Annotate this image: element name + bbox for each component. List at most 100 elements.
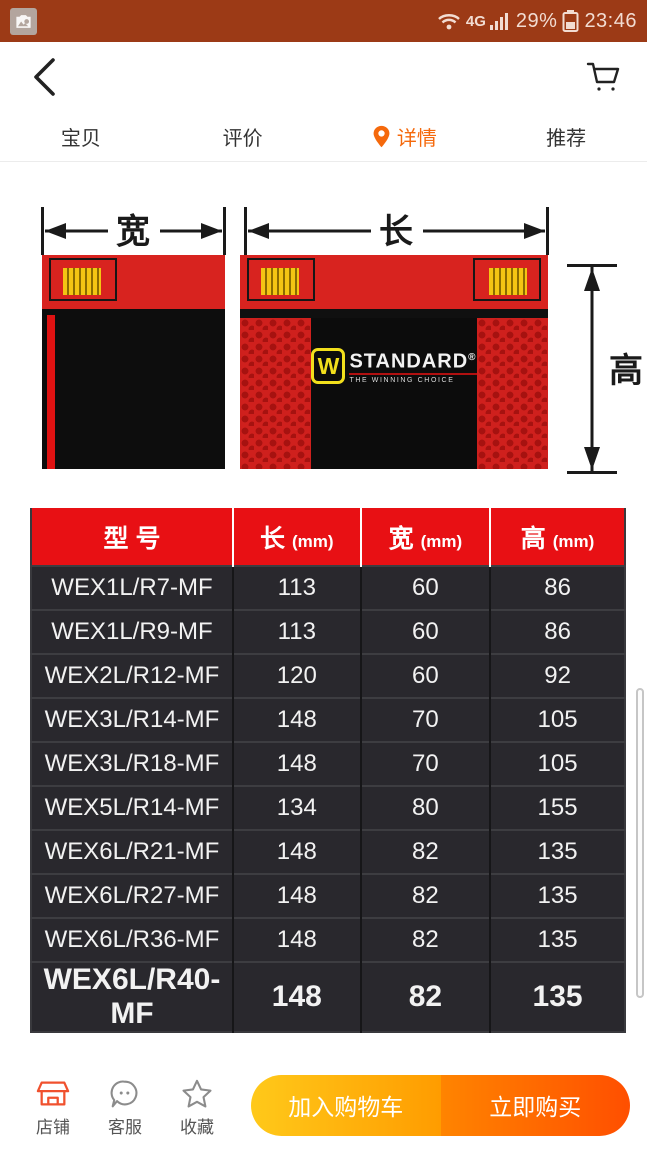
- add-to-cart-button[interactable]: 加入购物车: [251, 1074, 441, 1136]
- table-row: WEX2L/R12-MF 120 60 92: [31, 653, 625, 698]
- cell-height: 92: [490, 653, 625, 698]
- cell-length: 148: [232, 829, 362, 874]
- height-dimension-line: 高: [567, 264, 645, 474]
- back-button[interactable]: [22, 55, 66, 99]
- cart-icon: [586, 62, 620, 91]
- col-label: 型 号: [103, 524, 161, 553]
- table-row: WEX6L/R36-MF 148 82 135: [31, 917, 625, 962]
- cell-model: WEX3L/R14-MF: [31, 697, 234, 742]
- tab-details[interactable]: 详情: [324, 112, 486, 161]
- battery-top-red: [42, 255, 225, 309]
- cell-model: WEX2L/R12-MF: [31, 653, 234, 698]
- bottom-action-bar: 店铺 客服 收藏 加入购物车 立即购买: [0, 1060, 647, 1150]
- wifi-icon: [438, 14, 460, 30]
- cell-model: WEX1L/R7-MF: [31, 565, 234, 610]
- buy-now-button[interactable]: 立即购买: [440, 1074, 630, 1136]
- tab-bar: 宝贝 评价 详情 推荐: [0, 112, 647, 162]
- battery-terminal: [473, 258, 541, 301]
- table-row: WEX6L/R21-MF 148 82 135: [31, 829, 625, 874]
- tab-reviews[interactable]: 评价: [162, 112, 324, 161]
- battery-top-red: [240, 255, 548, 309]
- shop-label: 店铺: [36, 1117, 70, 1137]
- registered-mark: ®: [468, 352, 477, 363]
- col-model: 型 号: [31, 508, 234, 566]
- chat-bubble-icon: [110, 1080, 138, 1107]
- battery-front-view: W STANDARD® THE WINNING CHOICE: [240, 255, 548, 469]
- length-dimension-line: 长: [244, 207, 549, 255]
- cell-width: 70: [360, 741, 492, 786]
- table-row: WEX3L/R18-MF 148 70 105: [31, 741, 625, 786]
- battery-terminal: [247, 258, 315, 301]
- cell-width: 82: [360, 829, 492, 874]
- storefront-icon: [36, 1081, 70, 1106]
- customer-service-button[interactable]: 客服: [89, 1073, 161, 1138]
- brand-tagline: THE WINNING CHOICE: [349, 376, 455, 384]
- cell-width: 60: [360, 609, 492, 654]
- length-label: 长: [379, 213, 413, 251]
- spec-table: 型 号 长 (mm) 宽 (mm) 高 (mm) WEX1L/R7-MF 113 6…: [30, 508, 626, 1033]
- cell-model: WEX3L/R18-MF: [31, 741, 234, 786]
- cell-width: 70: [360, 697, 492, 742]
- cell-height: 86: [490, 565, 625, 610]
- cell-height: 105: [490, 741, 625, 786]
- signal-bars-icon: [489, 13, 508, 30]
- table-row: WEX6L/R27-MF 148 82 135: [31, 873, 625, 918]
- shop-button[interactable]: 店铺: [17, 1073, 89, 1138]
- tab-item[interactable]: 宝贝: [0, 112, 162, 161]
- cell-model: WEX5L/R14-MF: [31, 785, 234, 830]
- star-icon: [182, 1079, 212, 1108]
- cell-width: 82: [360, 917, 492, 962]
- battery-body: [42, 309, 225, 469]
- cell-width: 80: [360, 785, 492, 830]
- cell-height: 135: [490, 961, 625, 1032]
- cell-length: 148: [232, 961, 362, 1032]
- nav-bar: [0, 42, 647, 112]
- width-dimension-line: 宽: [41, 207, 226, 255]
- cell-length: 148: [232, 917, 362, 962]
- tab-label: 详情: [396, 128, 437, 150]
- favorite-button[interactable]: 收藏: [161, 1073, 233, 1138]
- cell-width: 82: [360, 873, 492, 918]
- cell-height: 105: [490, 697, 625, 742]
- cell-height: 135: [490, 917, 625, 962]
- favorite-label: 收藏: [180, 1117, 214, 1137]
- clock: 23:46: [584, 9, 637, 32]
- cell-model: WEX6L/R36-MF: [31, 917, 234, 962]
- back-chevron-icon: [34, 58, 55, 96]
- product-dimension-diagram: 宽 长: [0, 163, 647, 498]
- battery-label-panel: W STANDARD® THE WINNING CHOICE: [311, 318, 477, 469]
- col-width: 宽 (mm): [360, 508, 492, 566]
- brand-w-mark: W: [311, 348, 346, 384]
- battery-texture-left: [240, 318, 312, 469]
- cell-length: 148: [232, 697, 362, 742]
- col-label: 宽: [388, 524, 414, 553]
- cell-model: WEX6L/R27-MF: [31, 873, 234, 918]
- cell-width: 82: [360, 961, 492, 1032]
- brand-text: STANDARD: [349, 350, 469, 373]
- battery-percent: 29%: [515, 9, 558, 32]
- purchase-buttons: 加入购物车 立即购买: [251, 1074, 630, 1136]
- network-type: 4G: [465, 12, 486, 30]
- page-scrollbar[interactable]: [636, 688, 644, 998]
- table-row: WEX1L/R7-MF 113 60 86: [31, 565, 625, 610]
- cell-model: WEX6L/R21-MF: [31, 829, 234, 874]
- location-pin-icon: [373, 125, 390, 147]
- tab-label: 宝贝: [60, 128, 101, 150]
- cell-length: 134: [232, 785, 362, 830]
- tab-label: 推荐: [546, 128, 587, 150]
- cell-width: 60: [360, 565, 492, 610]
- battery-icon: [562, 10, 579, 32]
- cell-length: 113: [232, 609, 362, 654]
- cart-button[interactable]: [581, 55, 625, 99]
- tab-label: 评价: [222, 128, 263, 150]
- tab-recommend[interactable]: 推荐: [485, 112, 647, 161]
- cell-height: 135: [490, 829, 625, 874]
- col-label: 长: [260, 524, 286, 553]
- brand-logo: W STANDARD® THE WINNING CHOICE: [311, 348, 477, 392]
- cell-model: WEX6L/R40-MF: [31, 961, 234, 1032]
- col-label: 高: [520, 524, 546, 553]
- height-label: 高: [609, 352, 643, 390]
- service-label: 客服: [108, 1117, 142, 1137]
- col-unit: (mm): [292, 531, 334, 551]
- col-length: 长 (mm): [232, 508, 362, 566]
